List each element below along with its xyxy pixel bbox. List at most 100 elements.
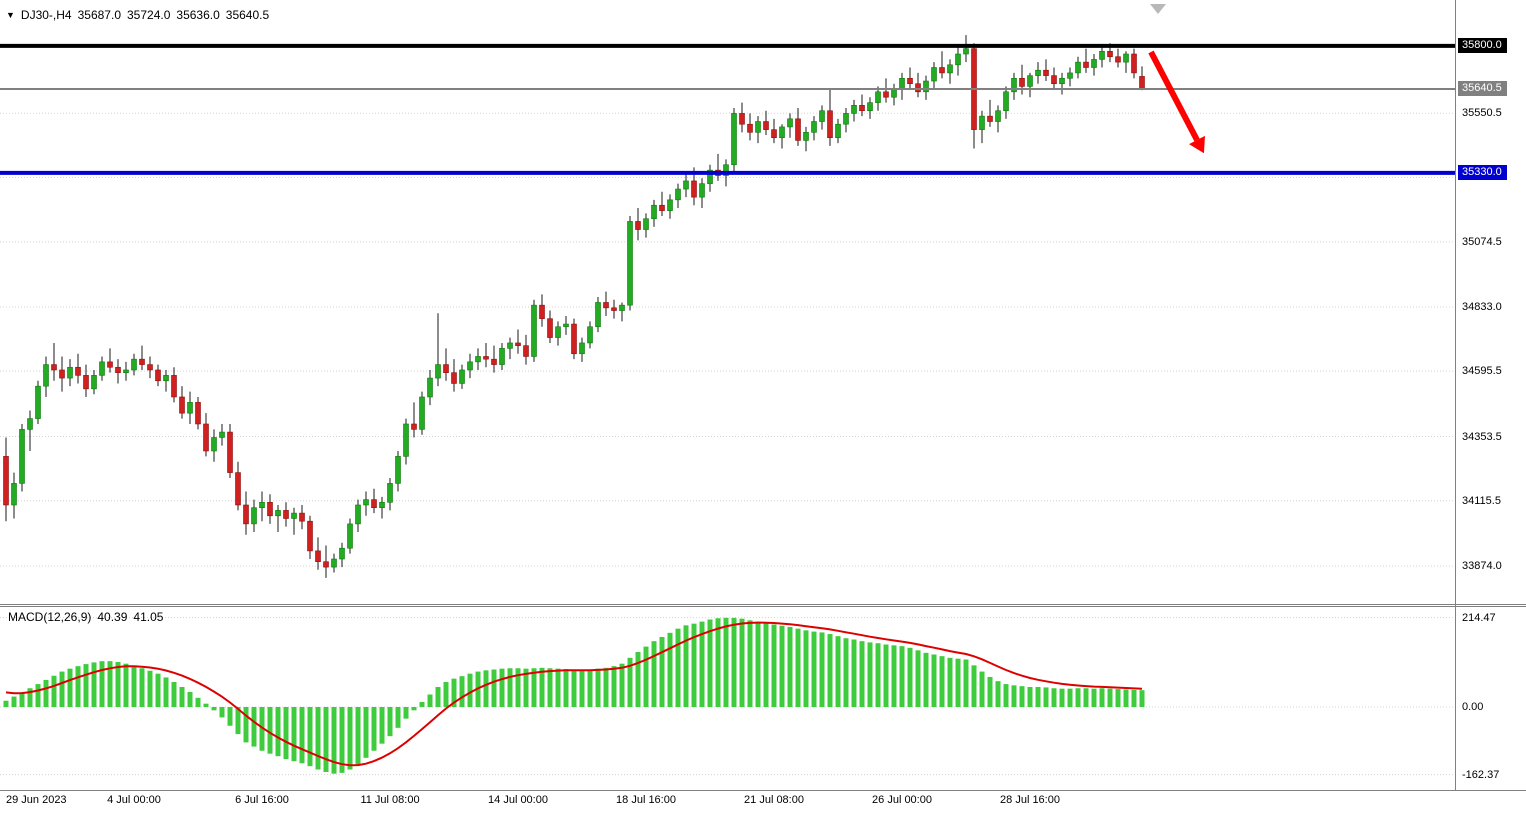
time-axis-label: 18 Jul 16:00 bbox=[616, 794, 676, 806]
time-axis[interactable]: 29 Jun 2023 4 Jul 00:00 6 Jul 16:00 11 Jul … bbox=[0, 792, 1526, 813]
macd-histogram-bar bbox=[283, 707, 289, 760]
macd-histogram-bar bbox=[419, 702, 425, 707]
candle-body bbox=[243, 504, 249, 525]
price-axis-label: 34595.5 bbox=[1462, 365, 1502, 378]
candle-body bbox=[795, 118, 801, 141]
candle-body bbox=[67, 366, 73, 379]
macd-histogram-bar bbox=[267, 707, 273, 754]
price-axis-label: 34833.0 bbox=[1462, 301, 1502, 314]
candle-body bbox=[603, 302, 609, 309]
macd-histogram-bar bbox=[1083, 688, 1089, 707]
macd-histogram-bar bbox=[507, 668, 513, 707]
price-close: 35640.5 bbox=[225, 8, 270, 22]
macd-histogram-bar bbox=[131, 666, 137, 707]
price-level-badge-support: 35330.0 bbox=[1458, 164, 1507, 180]
price-axis[interactable]: 35550.5 35074.5 34833.0 34595.5 34353.5 34115… bbox=[1457, 0, 1526, 790]
object-anchor-marker[interactable] bbox=[1150, 4, 1166, 14]
candle-body bbox=[331, 558, 337, 568]
macd-histogram-bar bbox=[211, 707, 217, 711]
macd-histogram-bar bbox=[835, 636, 841, 707]
macd-histogram-bar bbox=[923, 652, 929, 707]
candle-body bbox=[307, 520, 313, 552]
macd-histogram-bar bbox=[979, 671, 985, 707]
candle-body bbox=[1075, 61, 1081, 74]
macd-histogram-bar bbox=[1019, 686, 1025, 707]
macd-histogram-bar bbox=[275, 707, 281, 757]
macd-histogram-bar bbox=[203, 703, 209, 707]
candle-body bbox=[1059, 78, 1065, 85]
macd-histogram-bar bbox=[1075, 688, 1081, 707]
trend-arrow-head[interactable] bbox=[1189, 135, 1205, 154]
price-axis-label: 34353.5 bbox=[1462, 430, 1502, 443]
candle-body bbox=[291, 512, 297, 519]
candle-body bbox=[1091, 59, 1097, 68]
candle-body bbox=[819, 110, 825, 122]
candle-body bbox=[467, 361, 473, 371]
time-axis-label: 28 Jul 16:00 bbox=[1000, 794, 1060, 806]
candle-body bbox=[739, 113, 745, 125]
macd-histogram-bar bbox=[51, 675, 57, 707]
macd-histogram-bar bbox=[171, 682, 177, 707]
candle-body bbox=[915, 83, 921, 93]
macd-histogram-bar bbox=[811, 631, 817, 707]
candle-body bbox=[99, 361, 105, 376]
macd-histogram-bar bbox=[83, 664, 89, 707]
macd-histogram-bar bbox=[579, 670, 585, 707]
macd-histogram-bar bbox=[947, 657, 953, 707]
candle-body bbox=[155, 369, 161, 382]
macd-histogram-bar bbox=[667, 632, 673, 707]
macd-histogram-bar bbox=[1051, 688, 1057, 707]
candle-body bbox=[771, 129, 777, 139]
candle-body bbox=[851, 105, 857, 114]
macd-histogram-bar bbox=[619, 663, 625, 707]
trend-arrow[interactable] bbox=[1148, 50, 1200, 142]
macd-histogram-bar bbox=[91, 662, 97, 707]
candle-body bbox=[523, 345, 529, 357]
candle-body bbox=[579, 342, 585, 355]
macd-histogram-bar bbox=[1003, 684, 1009, 707]
macd-histogram-bar bbox=[59, 671, 65, 707]
candle-body bbox=[451, 372, 457, 384]
macd-signal-line bbox=[5, 621, 1143, 767]
time-axis-label: 21 Jul 08:00 bbox=[744, 794, 804, 806]
candle-body bbox=[1051, 75, 1057, 85]
macd-histogram-bar bbox=[995, 681, 1001, 707]
macd-histogram-bar bbox=[483, 670, 489, 707]
candle-body bbox=[83, 375, 89, 390]
macd-histogram-bar bbox=[611, 666, 617, 707]
macd-label: MACD(12,26,9) bbox=[8, 610, 92, 624]
macd-histogram-bar bbox=[755, 621, 761, 707]
candle-body bbox=[107, 361, 113, 368]
candle-body bbox=[491, 358, 497, 365]
macd-histogram-bar bbox=[371, 707, 377, 751]
candle-body bbox=[627, 221, 633, 306]
candle-body bbox=[475, 356, 481, 363]
candle-body bbox=[699, 183, 705, 198]
candle-body bbox=[667, 199, 673, 211]
macd-histogram-bar bbox=[403, 707, 409, 719]
candle-body bbox=[203, 423, 209, 452]
candle-body bbox=[131, 358, 137, 371]
macd-histogram-bar bbox=[291, 707, 297, 762]
chart-dropdown-icon[interactable]: ▼ bbox=[6, 10, 15, 20]
candle-body bbox=[315, 550, 321, 563]
candle-body bbox=[747, 123, 753, 133]
candle-body bbox=[75, 366, 81, 376]
macd-histogram-bar bbox=[411, 707, 417, 711]
candle-body bbox=[371, 499, 377, 508]
candle-body bbox=[1067, 72, 1073, 79]
macd-histogram-bar bbox=[75, 666, 81, 707]
candle-body bbox=[387, 483, 393, 503]
macd-histogram-bar bbox=[219, 707, 225, 718]
candle-body bbox=[803, 132, 809, 141]
price-axis-label: 35074.5 bbox=[1462, 235, 1502, 248]
candle-body bbox=[1083, 61, 1089, 68]
candle-body bbox=[787, 118, 793, 128]
macd-histogram-bar bbox=[123, 663, 129, 707]
macd-histogram-bar bbox=[651, 641, 657, 707]
macd-histogram-bar bbox=[459, 676, 465, 707]
candle-body bbox=[171, 375, 177, 398]
macd-histogram-bar bbox=[987, 677, 993, 707]
candle-body bbox=[867, 102, 873, 112]
